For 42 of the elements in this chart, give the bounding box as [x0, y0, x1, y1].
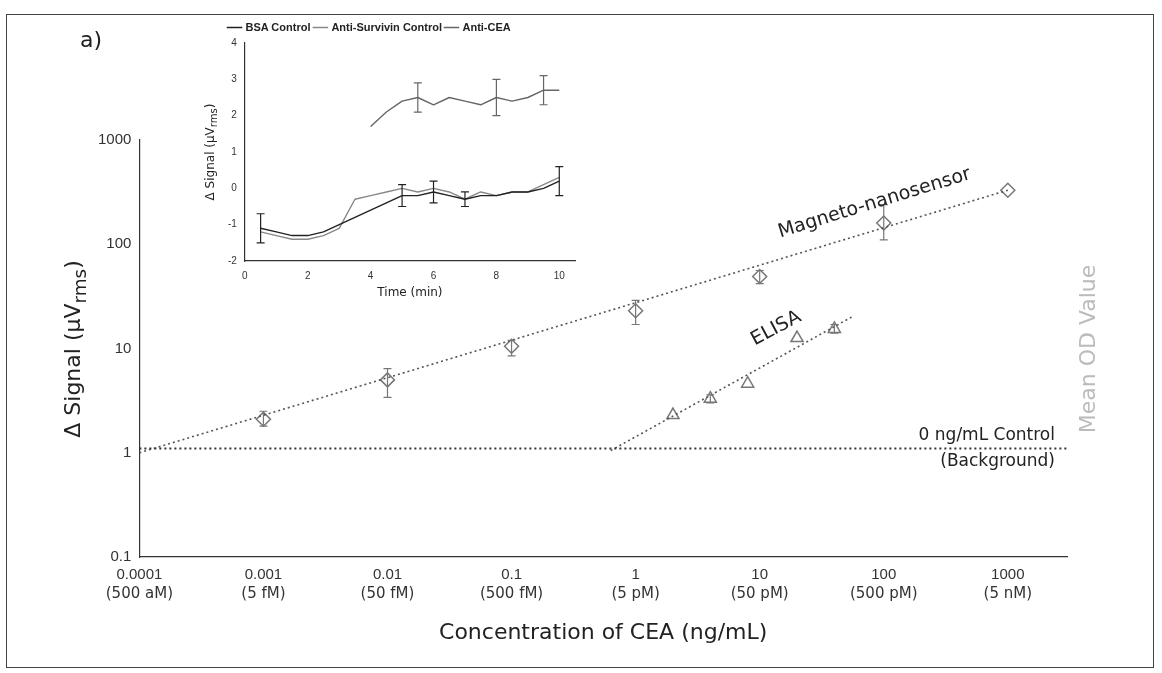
y-tick-label: 0.1 [110, 547, 132, 565]
y-tick-label: -2 [227, 254, 238, 266]
text: (500 pM) [849, 584, 918, 603]
text: (50 pM) [730, 584, 789, 603]
text: (5 nM) [983, 584, 1033, 603]
y-tick-label: -1 [227, 218, 238, 230]
text: (500 aM) [105, 584, 173, 603]
y-tick-label: 2 [231, 109, 238, 121]
y-tick-label: 3 [231, 73, 238, 85]
x-axis-title: Time (min) [377, 285, 443, 299]
legend-label: Anti-Survivin Control [331, 20, 442, 33]
text: (50 fM) [360, 584, 415, 603]
text: (5 pM) [611, 584, 660, 603]
y-tick-label: 100 [106, 234, 132, 252]
x-tick-label: 0.0001 [116, 565, 163, 583]
x-tick-label: 0.1 [501, 565, 522, 583]
ref-line-label: 0 ng/mL Control (Background) [918, 424, 1055, 471]
y-tick-label: 1000 [97, 130, 132, 148]
text: (500 fM) [479, 584, 544, 603]
text: a) [80, 26, 103, 52]
text: (5 fM) [241, 584, 286, 603]
legend-label: Anti-CEA [462, 20, 511, 33]
y-tick-label: 1 [123, 442, 132, 460]
y-tick-label: 10 [114, 338, 132, 356]
x-tick-label: 10 [553, 269, 566, 281]
x-tick-label: 0.01 [372, 565, 403, 583]
x-tick-label: 2 [304, 269, 311, 281]
x-tick-label: 10 [751, 565, 769, 583]
x-tick-label: 1 [631, 565, 640, 583]
y2-axis-title: Mean OD Value [1074, 264, 1100, 433]
x-tick-label: 1000 [991, 565, 1025, 583]
y-tick-label: 4 [231, 36, 238, 48]
y-tick-label: 0 [231, 182, 238, 194]
x-tick-label: 0.001 [244, 565, 283, 583]
x-tick-label: 0 [242, 269, 249, 281]
x-tick-label: 8 [493, 269, 500, 281]
x-tick-label: 4 [367, 269, 374, 281]
x-axis-title: Concentration of CEA (ng/mL) [439, 618, 768, 644]
y-tick-label: 1 [231, 145, 238, 157]
legend-label: BSA Control [245, 20, 311, 33]
x-tick-label: 6 [430, 269, 437, 281]
x-tick-label: 100 [871, 565, 897, 583]
